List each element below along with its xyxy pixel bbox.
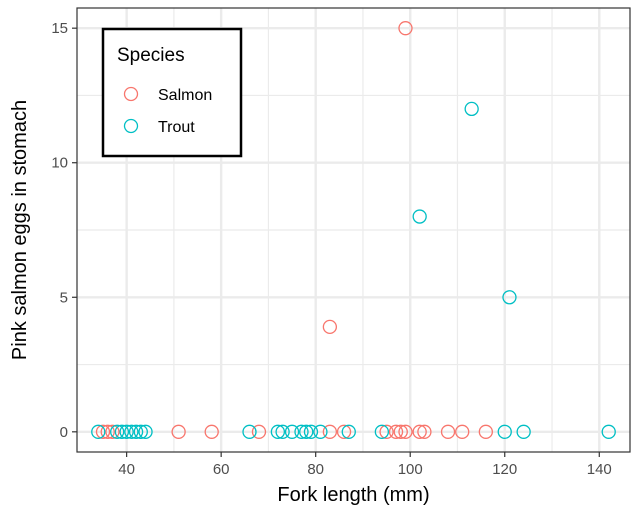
data-point-salmon (398, 424, 413, 439)
data-point-salmon (322, 424, 338, 439)
data-point-salmon (100, 424, 115, 439)
data-point-trout (128, 424, 144, 439)
legend-key-salmon (123, 86, 139, 102)
data-point-trout (497, 424, 512, 439)
data-point-trout (133, 424, 148, 439)
y-tick-label: 15 (51, 20, 68, 37)
data-point-salmon (388, 424, 404, 439)
data-point-trout (516, 424, 531, 439)
x-tick-label: 40 (118, 461, 135, 478)
data-point-salmon (398, 21, 413, 36)
y-tick-label: 10 (51, 155, 68, 172)
legend-key-trout (123, 118, 139, 134)
data-point-trout (284, 424, 300, 439)
data-point-salmon (393, 424, 408, 439)
legend-label-trout: Trout (158, 119, 195, 136)
data-point-trout (313, 424, 328, 439)
x-tick-label: 120 (492, 461, 517, 478)
data-point-trout (294, 424, 309, 439)
data-point-trout (299, 424, 314, 439)
y-tick-label: 5 (60, 289, 68, 306)
legend: Species Salmon Trout (101, 27, 243, 158)
x-tick-label: 60 (213, 461, 230, 478)
data-points (91, 21, 616, 439)
x-axis: 40 60 80 100 120 140 (118, 452, 612, 478)
data-point-salmon (105, 424, 120, 439)
data-point-salmon (251, 424, 267, 439)
data-point-salmon (95, 424, 111, 439)
data-point-trout (114, 424, 130, 439)
data-point-salmon (417, 424, 432, 439)
data-point-salmon (379, 424, 394, 439)
y-axis: 0 5 10 15 (51, 20, 77, 441)
panel-border (76, 7, 631, 453)
x-axis-title: Fork length (mm) (277, 484, 429, 506)
data-point-trout (502, 290, 517, 305)
data-point-salmon (440, 424, 456, 439)
data-point-salmon (478, 424, 493, 439)
data-point-salmon (204, 424, 219, 439)
data-point-salmon (171, 424, 186, 439)
legend-box (101, 27, 243, 158)
data-point-salmon (455, 424, 470, 439)
y-tick-label: 0 (60, 424, 68, 441)
data-point-salmon (322, 319, 338, 335)
data-point-trout (374, 424, 390, 439)
data-point-trout (464, 101, 479, 117)
legend-label-salmon: Salmon (158, 87, 212, 104)
data-point-salmon (336, 424, 352, 439)
data-point-salmon (412, 424, 427, 439)
x-tick-label: 140 (587, 461, 612, 478)
data-point-trout (124, 424, 139, 439)
x-tick-label: 80 (307, 461, 324, 478)
y-axis-title: Pink salmon eggs in stomach (9, 100, 31, 360)
data-point-trout (91, 424, 106, 439)
data-point-trout (242, 424, 257, 439)
data-point-trout (303, 424, 319, 439)
legend-title: Species (117, 45, 185, 66)
data-point-trout (110, 424, 125, 439)
data-point-trout (341, 424, 356, 439)
data-point-trout (270, 424, 286, 439)
data-point-trout (119, 424, 134, 439)
data-point-trout (138, 424, 153, 439)
data-point-trout (601, 424, 616, 439)
data-point-trout (275, 424, 290, 439)
data-point-trout (412, 209, 427, 224)
x-tick-label: 100 (398, 461, 423, 478)
